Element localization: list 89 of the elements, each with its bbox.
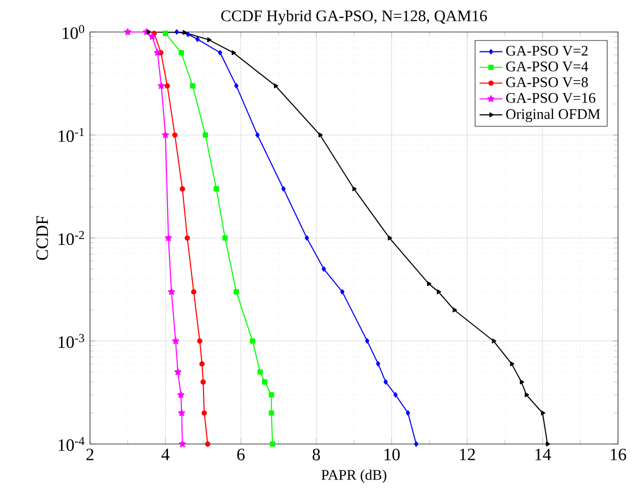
y-tick-label: 10$^{-4}$ (58, 437, 84, 451)
legend-label: GA-PSO V=4 (506, 62, 588, 72)
point (154, 48, 162, 56)
point (232, 50, 236, 56)
point (250, 338, 256, 344)
point (164, 234, 172, 242)
point (340, 289, 344, 295)
y-axis-title: CCDF (36, 216, 48, 260)
point (158, 82, 165, 89)
point (214, 186, 220, 192)
point (510, 361, 514, 366)
point (406, 410, 410, 416)
point (172, 337, 180, 344)
point (546, 442, 550, 446)
point (202, 410, 207, 416)
y-tick-label: 10$^{-3}$ (58, 334, 84, 348)
point (162, 131, 170, 138)
point (492, 338, 496, 344)
point (207, 37, 212, 42)
x-tick-label: 2 (86, 448, 94, 460)
x-tick-label: 10 (384, 448, 400, 460)
point (168, 288, 176, 295)
point (164, 83, 170, 89)
x-axis-title: PAPR (dB) (321, 470, 386, 483)
point (177, 391, 184, 398)
point (172, 132, 178, 138)
point (274, 83, 278, 88)
point (202, 132, 208, 138)
point (270, 441, 276, 447)
x-tick-label: 14 (535, 448, 551, 460)
point (427, 281, 432, 286)
x-tick-label: 12 (460, 448, 475, 460)
x-tick-label: 6 (237, 448, 245, 460)
point (257, 369, 263, 375)
legend-label: GA-PSO V=16 (506, 93, 596, 103)
point (524, 392, 530, 398)
point (414, 441, 418, 447)
point (352, 186, 357, 192)
point (180, 186, 186, 192)
y-tick-label: 10$^{-1}$ (58, 128, 84, 142)
point (376, 361, 380, 367)
point (184, 235, 190, 241)
point (234, 289, 240, 295)
y-tick-label: 10$^{-2}$ (58, 230, 84, 245)
point (197, 338, 202, 344)
point (540, 410, 546, 416)
point (255, 132, 260, 138)
point (384, 379, 388, 385)
legend-label: GA-PSO V=2 (506, 46, 588, 56)
point (195, 36, 200, 42)
point (182, 30, 187, 35)
point (262, 379, 268, 385)
point (322, 266, 326, 272)
point (436, 289, 442, 294)
point (304, 235, 309, 241)
point (318, 132, 323, 138)
point (268, 392, 274, 398)
point (191, 289, 196, 295)
point (162, 30, 168, 36)
x-tick-label: 8 (312, 448, 320, 460)
point (205, 441, 210, 447)
point (190, 83, 196, 89)
point (520, 380, 524, 384)
point (174, 368, 182, 376)
point (393, 392, 398, 398)
point (281, 186, 286, 192)
point (178, 50, 184, 56)
x-tick-label: 16 (610, 448, 626, 460)
legend-label: Original OFDM (506, 108, 600, 122)
point (222, 235, 228, 241)
chart-title: CCDF Hybrid GA-PSO, N=128, QAM16 (221, 10, 487, 25)
point (199, 361, 205, 367)
point (388, 236, 392, 240)
point (174, 29, 179, 35)
point (268, 410, 274, 416)
y-tick-label: 10$^{0}$ (62, 24, 84, 40)
point (200, 379, 206, 385)
point (148, 32, 156, 40)
point (234, 83, 238, 89)
legend-label: GA-PSO V=8 (506, 77, 588, 88)
x-tick-label: 4 (161, 448, 170, 460)
point (178, 440, 186, 448)
point (124, 28, 132, 36)
point (186, 32, 190, 37)
point (218, 50, 222, 56)
point (146, 30, 152, 34)
point (452, 308, 457, 312)
point (365, 338, 370, 344)
point (178, 409, 186, 416)
